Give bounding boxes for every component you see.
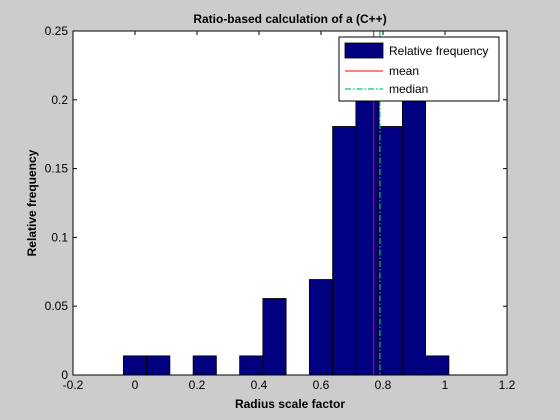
x-tick-label: 0.8 xyxy=(375,378,392,392)
bars-layer xyxy=(122,87,450,376)
histogram-bar xyxy=(146,355,171,376)
x-axis-label: Radius scale factor xyxy=(235,397,345,411)
x-tick-label: 1 xyxy=(442,378,449,392)
histogram-bar xyxy=(332,126,357,376)
y-axis-label: Relative frequency xyxy=(25,149,39,256)
legend-label-frequency: Relative frequency xyxy=(389,44,488,58)
legend: Relative frequency mean median xyxy=(338,36,500,102)
chart-title: Ratio-based calculation of a (C++) xyxy=(193,12,386,26)
y-tick-label: 0 xyxy=(61,368,68,382)
y-tick-label: 0.2 xyxy=(51,93,68,107)
y-tick-label: 0.25 xyxy=(45,24,69,38)
histogram-bar xyxy=(262,298,287,376)
x-tick-label: 1.2 xyxy=(499,378,516,392)
histogram-bar xyxy=(401,87,427,376)
histogram-bar xyxy=(378,126,403,376)
x-tick-label: 0.4 xyxy=(251,378,268,392)
histogram-bar xyxy=(308,279,334,376)
legend-swatch-frequency xyxy=(344,42,384,59)
histogram-bar xyxy=(355,87,380,376)
axes-box xyxy=(72,30,508,376)
legend-label-mean: mean xyxy=(389,64,419,78)
x-tick-label: 0.2 xyxy=(189,378,206,392)
y-tick-label: 0.05 xyxy=(45,299,69,313)
x-tick-label: 0 xyxy=(132,378,139,392)
legend-label-median: median xyxy=(389,82,428,96)
y-tick-label: 0.1 xyxy=(51,230,68,244)
x-tick-label: 0.6 xyxy=(313,378,330,392)
x-tick-label: -0.2 xyxy=(63,378,84,392)
axis-ticks: -0.2 0 0.2 0.4 0.6 0.8 1 1.200.050.10.150.20.25 xyxy=(45,24,516,392)
y-tick-label: 0.15 xyxy=(45,162,69,176)
